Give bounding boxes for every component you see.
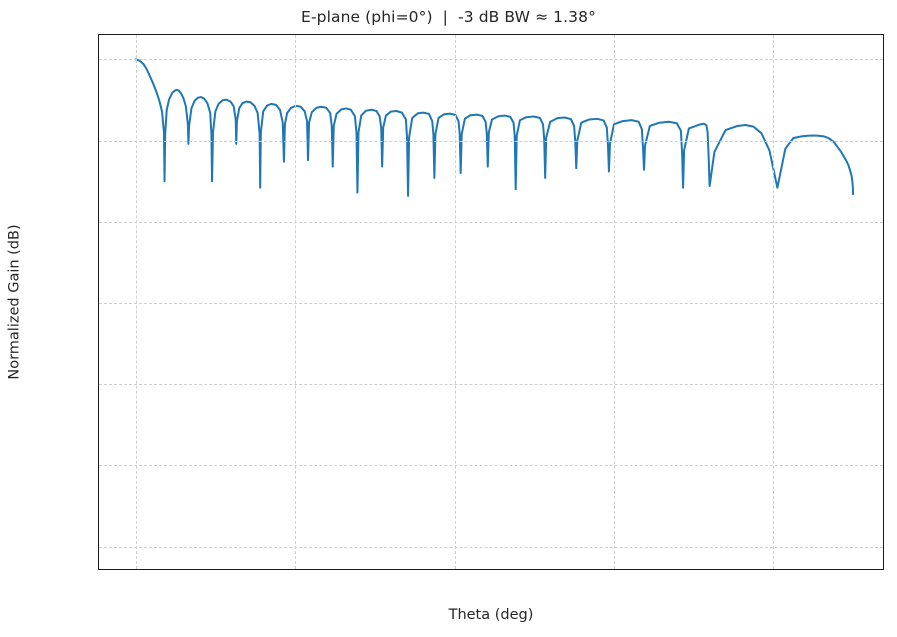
chart-title: E-plane (phi=0°) | -3 dB BW ≈ 1.38° [301, 8, 596, 26]
y-tick-mark [98, 59, 99, 60]
x-tick-mark [295, 569, 296, 570]
y-tick-mark [98, 547, 99, 548]
grid-line-horizontal [99, 465, 883, 467]
grid-line-vertical [454, 35, 456, 569]
grid-line-vertical [773, 35, 775, 569]
grid-line-horizontal [99, 384, 883, 386]
grid-line-vertical [613, 35, 615, 569]
grid-line-horizontal [99, 546, 883, 548]
x-tick-mark [136, 569, 137, 570]
y-axis-label-text: Normalized Gain (dB) [7, 224, 24, 380]
grid-line-horizontal [99, 140, 883, 142]
y-tick-mark [98, 303, 99, 304]
series-line-e-plane [134, 58, 855, 197]
grid-line-horizontal [99, 303, 883, 304]
y-tick-mark [98, 465, 99, 466]
plot-area: 0−50−100−150−200−250−300020406080 [98, 34, 884, 570]
grid-line-horizontal [99, 221, 883, 223]
y-tick-mark [98, 141, 99, 142]
grid-line-vertical [135, 35, 137, 569]
x-axis-label: Theta (deg) [448, 607, 534, 623]
y-tick-mark [98, 384, 99, 385]
y-tick-mark [98, 222, 99, 223]
grid-line-horizontal [99, 59, 883, 61]
x-tick-mark [455, 569, 456, 570]
pattern-curve [134, 58, 855, 197]
y-axis-label: Normalized Gain (dB) [4, 34, 26, 570]
x-tick-mark [614, 569, 615, 570]
x-tick-mark [773, 569, 774, 570]
grid-line-vertical [295, 35, 297, 569]
